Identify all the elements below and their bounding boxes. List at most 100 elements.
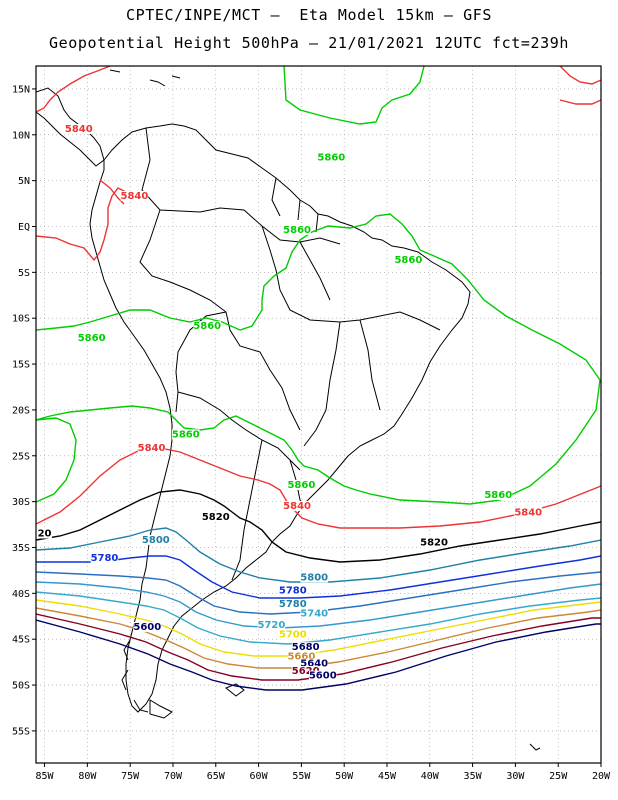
contour-label-bg: [77, 333, 106, 344]
contour-5800: [36, 555, 601, 599]
land-borders: [36, 69, 541, 751]
contour-5880-amazon: [36, 213, 601, 505]
lon-label: 35W: [464, 771, 483, 782]
lat-label: 15N: [12, 84, 30, 95]
contour-label-bg: [283, 500, 311, 511]
caribbean-islands: [109, 69, 181, 87]
lon-label: 20W: [592, 771, 611, 782]
contour-5860-caribbean: [36, 66, 111, 113]
contour-label: 5820: [420, 538, 448, 549]
lat-label: 30S: [12, 497, 30, 508]
map-title-line2: Geopotential Height 500hPa – 21/01/2021 …: [48, 34, 570, 52]
chilean-archipelago: [121, 639, 149, 713]
lon-label: 45W: [378, 771, 397, 782]
lat-label: 35S: [12, 543, 30, 554]
contour-label-bg: [394, 255, 423, 266]
contour-labels: 5840584058605860586058605860586058605860…: [37, 124, 542, 682]
map-frame: [35, 65, 602, 764]
contour-label-bg: [279, 599, 307, 610]
contour-label-bg: [65, 124, 93, 135]
contour-label: 20: [38, 528, 52, 539]
lon-label: 60W: [250, 771, 269, 782]
contour-5820: [36, 527, 601, 583]
contour-label-bg: [308, 670, 337, 681]
contour-label-bg: [201, 511, 230, 522]
lat-label: 55S: [12, 726, 30, 737]
south-america-coast: [89, 123, 471, 713]
contour-label: 5600: [133, 622, 161, 633]
contour-label: 5780: [279, 599, 307, 610]
contour-label: 5600: [309, 671, 337, 682]
lat-label: 20S: [12, 405, 30, 416]
lon-label: 75W: [121, 771, 140, 782]
contour-label: 5860: [394, 255, 422, 266]
central-america-coast: [36, 87, 105, 167]
contour-5880-west: [36, 417, 77, 503]
tierra-del-fuego: [149, 699, 173, 719]
contour-label: 5840: [65, 124, 93, 135]
lon-label: 40W: [421, 771, 440, 782]
lat-label: 50S: [12, 681, 30, 692]
contour-label-bg: [300, 608, 329, 619]
contour-label-bg: [291, 642, 320, 653]
country-borders: [139, 127, 441, 581]
contour-label-bg: [193, 321, 222, 332]
lat-label: 45S: [12, 635, 30, 646]
contour-label: 5860: [172, 429, 200, 440]
contour-label-bg: [317, 152, 346, 163]
lat-label: 10S: [12, 314, 30, 325]
contour-label-bg: [514, 507, 543, 518]
contour-label-bg: [287, 479, 316, 490]
contour-label: 5860: [484, 490, 512, 501]
contour-label-bg: [279, 585, 307, 596]
contour-5680: [36, 613, 601, 681]
lon-label: 70W: [164, 771, 183, 782]
contour-label-bg: [257, 620, 286, 631]
contour-label-bg: [120, 190, 149, 201]
contour-5740: [36, 591, 601, 645]
contour-label: 5860: [287, 480, 315, 491]
contour-5860-main: [36, 447, 601, 529]
contour-label: 5840: [514, 507, 542, 518]
lat-label: 10N: [12, 130, 30, 141]
contour-5780: [36, 571, 601, 615]
contour-label-bg: [287, 651, 316, 662]
contour-label-bg: [484, 489, 513, 500]
contour-5860-colombia-b: [99, 179, 125, 205]
lat-label: 15S: [12, 360, 30, 371]
contour-5840-main: [36, 489, 601, 563]
contour-label-bg: [283, 224, 311, 235]
contour-label-bg: [90, 553, 119, 564]
contour-label: 5780: [279, 585, 307, 596]
lat-label: EQ: [18, 222, 30, 233]
contour-label: 5700: [279, 629, 307, 640]
contour-label: 5860: [317, 152, 345, 163]
lon-label: 30W: [506, 771, 525, 782]
contour-label-bg: [291, 666, 320, 677]
contour-label: 5740: [300, 608, 328, 619]
contour-label: 5800: [300, 572, 328, 583]
contour-5860-colombia: [36, 187, 131, 262]
guianas-borders: [271, 177, 319, 233]
contour-5880-peru: [36, 300, 263, 331]
contour-label: 5820: [202, 512, 230, 523]
contour-5720: [36, 599, 601, 657]
lat-label: 5N: [18, 176, 30, 187]
lon-label: 55W: [292, 771, 311, 782]
contour-5880-north: [283, 66, 425, 125]
lon-label: 85W: [36, 771, 55, 782]
contour-label: 5720: [257, 620, 285, 631]
contour-label: 5840: [121, 191, 149, 202]
map-title-line1: CPTEC/INPE/MCT – Eta Model 15km – GFS: [126, 6, 492, 24]
contour-label-bg: [300, 658, 329, 669]
contour-label: 5860: [193, 321, 221, 332]
axis-ticks: 85W 80W 75W 70W 65W 60W 55W 50W 45W 40W 35W 30W 25W 2…: [12, 84, 611, 782]
lon-label: 50W: [335, 771, 354, 782]
contour-label: 5800: [142, 535, 170, 546]
lon-label: 25W: [549, 771, 568, 782]
contour-label: 5840: [283, 501, 311, 512]
contour-label-bg: [137, 443, 166, 454]
contour-label-bg: [420, 537, 448, 548]
lon-label: 65W: [207, 771, 226, 782]
contour-label: 5840: [138, 443, 166, 454]
